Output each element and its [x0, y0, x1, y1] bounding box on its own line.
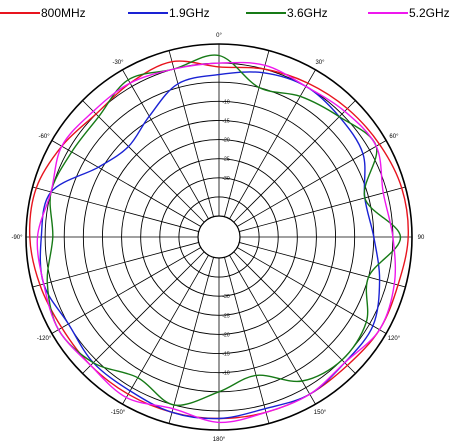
angle-tick-label: 180° — [213, 437, 226, 443]
legend-swatch-5-2ghz — [368, 12, 408, 14]
radial-tick-label: -10 — [222, 371, 229, 377]
angle-tick-label: -150° — [111, 410, 126, 416]
angle-tick-label: 150° — [314, 410, 327, 416]
legend-label: 5.2GHz — [409, 6, 450, 20]
series-line-5-2ghz — [36, 61, 397, 424]
angle-tick-label: -90° — [11, 235, 23, 241]
series-layer — [28, 54, 409, 424]
series-line-1-9ghz — [39, 71, 381, 420]
angle-tick-label: -60° — [39, 134, 51, 140]
legend: 800MHz 1.9GHz 3.6GHz 5.2GHz — [0, 4, 452, 22]
legend-swatch-1-9ghz — [128, 12, 168, 14]
grid-spoke — [122, 254, 209, 405]
grid-spoke — [82, 251, 205, 374]
grid-spoke — [224, 257, 270, 424]
angle-tick-label: 30° — [315, 60, 325, 66]
inner-ring — [197, 215, 241, 259]
legend-item-800mhz: 800MHz — [0, 4, 86, 22]
grid-spoke — [82, 100, 205, 223]
legend-label: 3.6GHz — [287, 6, 328, 20]
legend-item-5-2ghz: 5.2GHz — [368, 4, 450, 22]
legend-item-1-9ghz: 1.9GHz — [128, 4, 210, 22]
legend-label: 1.9GHz — [169, 6, 210, 20]
grid-spoke — [233, 100, 356, 223]
radial-tick-label: -20 — [222, 138, 229, 144]
grid-spoke — [239, 186, 406, 232]
grid-spoke — [51, 140, 202, 227]
angle-tick-label: 0° — [216, 33, 222, 39]
grid-spoke — [239, 242, 406, 288]
angle-tick-label: 120° — [388, 336, 401, 342]
grid-spoke — [32, 242, 199, 288]
radial-tick-label: -20 — [222, 332, 229, 338]
angle-tick-label: 60° — [389, 134, 399, 140]
grid-spoke — [236, 247, 387, 334]
radial-tick-label: -30 — [222, 176, 229, 182]
legend-swatch-3-6ghz — [246, 12, 286, 14]
grid-spoke — [32, 186, 199, 232]
grid-spoke — [236, 140, 387, 227]
angle-tick-label: 90 — [418, 235, 425, 241]
angle-tick-label: -120° — [37, 336, 52, 342]
grid-spoke — [229, 69, 316, 220]
grid-spoke — [233, 251, 356, 374]
legend-swatch-800mhz — [0, 12, 40, 14]
tick-labels: 0° 30° 60° 90 120° 150° 180° -150° -120° -90° -60°… — [11, 33, 425, 443]
polar-grid — [25, 43, 413, 431]
legend-label: 800MHz — [41, 6, 86, 20]
grid-spoke — [51, 247, 202, 334]
radial-tick-label: -25 — [222, 157, 229, 163]
radial-tick-label: -25 — [222, 313, 229, 319]
grid-spoke — [168, 50, 214, 217]
angle-tick-label: -30° — [112, 60, 124, 66]
radial-tick-label: -15 — [222, 118, 229, 124]
grid-spoke — [168, 257, 214, 424]
radial-tick-label: -15 — [222, 352, 229, 358]
legend-item-3-6ghz: 3.6GHz — [246, 4, 328, 22]
radial-tick-label: -30 — [222, 294, 229, 300]
grid-spoke — [122, 69, 209, 220]
grid-spoke — [229, 254, 316, 405]
radial-tick-label: -10 — [222, 99, 229, 105]
grid-spoke — [224, 50, 270, 217]
